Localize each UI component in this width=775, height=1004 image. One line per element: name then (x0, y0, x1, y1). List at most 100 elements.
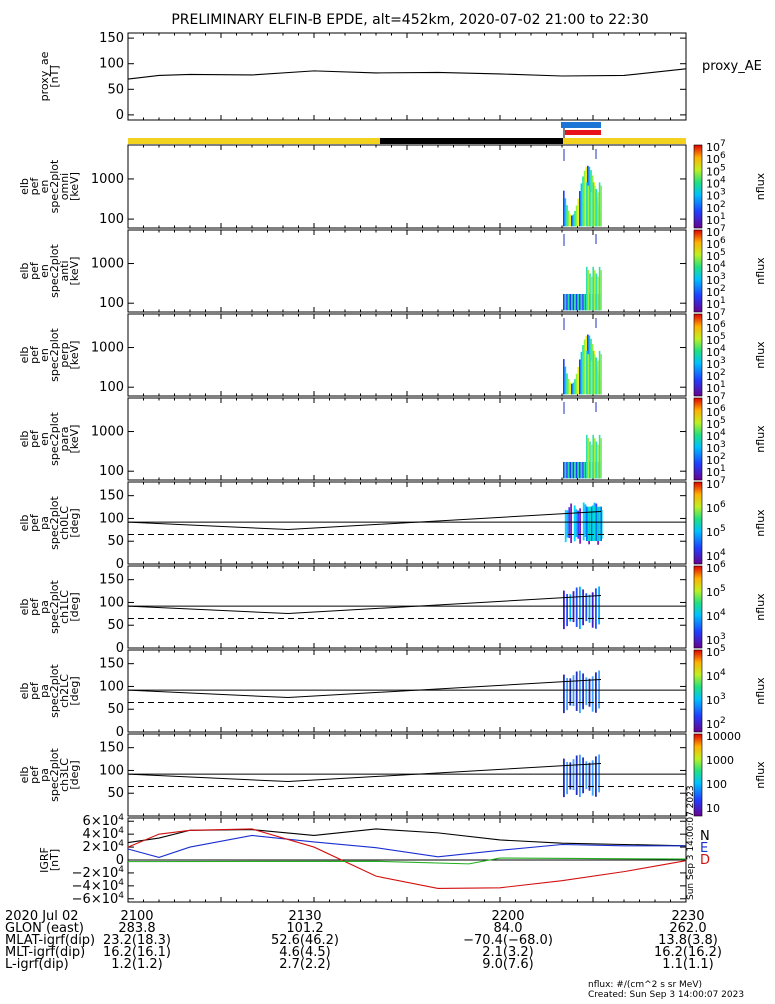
spectrogram-pixel (581, 294, 583, 310)
spectrogram-pixel (585, 593, 587, 621)
spectrogram-pixel (589, 357, 591, 394)
series-line-green (128, 858, 686, 864)
spectrogram-pixel (576, 587, 578, 626)
colorbar-tick-label: 106 (706, 500, 726, 515)
spectrogram-pixel (579, 462, 581, 478)
loss-cone-line (128, 680, 601, 698)
spectrogram-pixel (563, 759, 565, 798)
bar-yellow-left (128, 138, 380, 144)
series-line-proxy-ae (128, 69, 686, 79)
y-tick-label: 100 (99, 595, 124, 610)
spectrogram-pixel (579, 360, 581, 395)
colorbar-label: nflux (754, 593, 767, 621)
y-axis-label: [deg] (68, 760, 81, 789)
series-line-E (128, 835, 686, 857)
spectrogram-pixel (579, 508, 581, 543)
spectrogram-pixel (574, 379, 576, 394)
spectrogram-pixel (576, 671, 578, 710)
spectrogram-pixel (591, 277, 593, 311)
spectrogram-pixel (597, 361, 599, 395)
legend-proxy-ae: proxy_AE (702, 59, 762, 74)
x-axis-value: 1.2(1.2) (111, 957, 163, 972)
spectrogram-pixel (582, 757, 584, 793)
y-tick-label: 100 (99, 763, 124, 778)
y-tick-label: 0 (116, 557, 124, 572)
y-tick-label: 100 (99, 679, 124, 694)
spectrogram-pixel (594, 354, 596, 394)
spectrogram-pixel (573, 383, 575, 395)
panel-frame (128, 314, 686, 396)
spectrogram-pixel (586, 507, 588, 541)
y-tick-label: 100 (99, 212, 124, 227)
colorbar-label: nflux (754, 677, 767, 705)
spectrogram-pixel (594, 438, 596, 478)
y-tick-label: 150 (99, 573, 124, 588)
spectrogram-pixel (563, 591, 565, 630)
panels: proxy_ae[nT]150100500proxy_AEelbpefenspe… (18, 31, 767, 907)
y-axis-label: [deg] (68, 676, 81, 705)
spectrogram-pixel (592, 267, 594, 310)
spectrogram-pixel (596, 273, 598, 310)
panel-en_para: elbpefenspec2plotpara[keV]10001001071061… (18, 392, 767, 480)
colorbar-tick-label: 105 (706, 524, 726, 539)
colorbar-tick-label: 100 (706, 778, 727, 791)
y-tick-label: 1000 (91, 172, 124, 187)
colorbar-tick-label: 102 (706, 716, 726, 731)
spectrogram-pixel (563, 675, 565, 714)
spectrogram-pixel (579, 587, 581, 629)
colorbar-tick-label: 105 (706, 644, 726, 659)
spectrogram-pixel (592, 351, 594, 394)
spectrogram-pixel (566, 678, 568, 710)
panel-igrf: IGRF[nT]6×1044×1042×1040−2×104−4×104−6×1… (38, 813, 710, 907)
y-tick-label: 100 (99, 380, 124, 395)
spectrogram-pixel (568, 211, 570, 227)
spectrogram-pixel (563, 359, 565, 394)
spectrogram-pixel (576, 755, 578, 794)
spectrogram-pixel (594, 270, 596, 310)
y-tick-label: 150 (99, 31, 124, 46)
spectrogram-pixel (569, 382, 571, 394)
spectrogram-pixel (581, 462, 583, 478)
spectrogram-pixel (592, 435, 594, 478)
y-tick-label: 1000 (91, 341, 124, 356)
spectrogram-pixel (569, 762, 571, 789)
x-axis-value: 1.1(1.1) (662, 957, 714, 972)
spectrogram-pixel (592, 182, 594, 226)
panel-frame (128, 33, 686, 120)
spectrogram-pixel (566, 294, 568, 310)
colorbar (694, 398, 702, 480)
spectrogram-pixel (589, 189, 591, 226)
y-tick-label: 0 (116, 108, 124, 123)
spectrogram-pixel (571, 384, 573, 395)
spectrogram-pixel (586, 182, 588, 226)
spectrogram-pixel (599, 435, 601, 478)
spectrogram-pixel (599, 267, 601, 310)
spectrogram-pixel (586, 267, 588, 310)
panel-pa_ch3: elbpefpaspec2plotch3LC[deg]1501005010000… (18, 730, 767, 816)
spectrogram-pixel (586, 351, 588, 394)
spectrogram-pixel (591, 192, 593, 226)
spectrogram-pixel (569, 294, 571, 310)
spectrogram-pixel (566, 594, 568, 626)
y-tick-label: 50 (107, 534, 124, 549)
bar-yellow-right (563, 138, 686, 144)
spectrogram-pixel (584, 171, 586, 227)
spectrogram-pixel (592, 760, 594, 795)
spectrogram-pixel (567, 510, 569, 537)
colorbar-tick-label: 1000 (706, 754, 734, 767)
colorbar-tick-label: 103 (706, 692, 726, 707)
y-tick-label: 150 (99, 489, 124, 504)
spectrogram-pixel (566, 462, 568, 478)
colorbar (694, 314, 702, 396)
y-axis-label: [keV] (68, 172, 81, 201)
spectrogram-pixel (586, 435, 588, 478)
colorbar-tick-label: 10000 (706, 730, 741, 743)
spectrogram-pixel (592, 676, 594, 711)
spectrogram-pixel (577, 199, 579, 227)
colorbar-label: nflux (754, 761, 767, 789)
y-tick-label: 100 (99, 296, 124, 311)
spectrogram-pixel (588, 354, 590, 394)
spectrogram-pixel (597, 445, 599, 479)
spectrogram-pixel (566, 205, 568, 226)
